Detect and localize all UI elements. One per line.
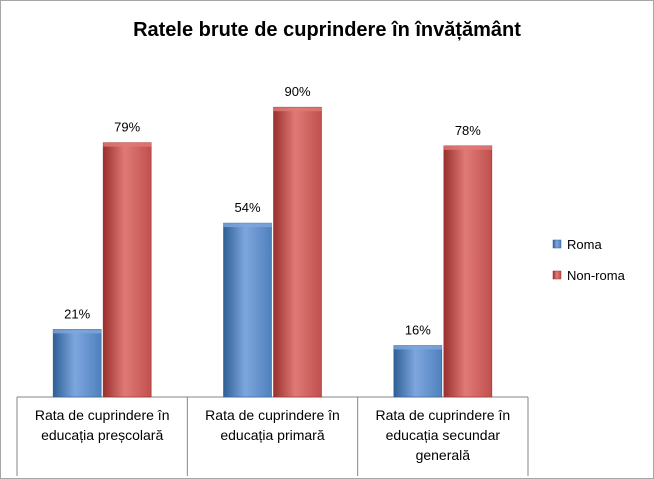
legend-label-roma: Roma [567,237,602,252]
bar-bevel [53,329,102,334]
bar-bevel [273,107,322,112]
bar-roma-1 [223,222,272,398]
category-label: Rata de cuprindere în educația preșcolară [35,407,170,443]
legend: Roma Non-roma [552,237,626,283]
plot-area: 21% 79% Rata de cuprindere în educația preș… [16,84,529,476]
bar-bevel [223,223,272,228]
data-label: 16% [405,322,431,337]
legend-swatch-non-roma [552,270,562,280]
legend-label-non-roma: Non-roma [567,268,626,283]
data-label: 78% [455,123,481,138]
chart-title: Ratele brute de cuprindere în învățământ [133,19,521,41]
data-label: 21% [64,306,90,321]
data-label: 90% [284,84,310,99]
bar-non-roma-0 [102,142,152,398]
bar-roma-2 [393,345,443,398]
legend-swatch-roma [552,239,562,249]
data-label: 54% [234,200,260,215]
bar-non-roma-2 [443,145,493,398]
bar-non-roma-1 [273,106,322,398]
bar-bevel [103,142,152,147]
data-label: 79% [114,120,140,135]
bar-bevel [393,345,442,350]
bar-bevel [443,145,492,150]
category-label: Rata de cuprindere în educația primară [205,407,340,443]
bar-roma-0 [52,329,102,398]
category-label: Rata de cuprindere în educația secundar ge… [376,407,511,463]
